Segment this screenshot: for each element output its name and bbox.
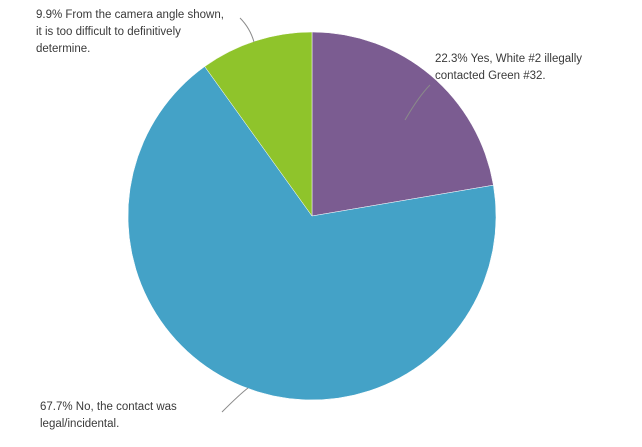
slice-label-undetermined-line-2: it is too difficult to definitively [36,26,181,38]
pie-slices [127,31,497,401]
pie-slice-undetermined [204,31,313,217]
slice-label-yes-line-1: 22.3% Yes, White #2 illegally [435,53,582,65]
leader-line-undetermined [239,17,255,43]
leader-line-yes [404,84,431,121]
pie-slice-yes [311,31,494,217]
slice-label-no: 67.7% No, the contact was legal/incident… [40,387,249,430]
slice-label-undetermined-text: 9.9% From the camera angle shown, it is … [36,9,227,55]
slice-label-yes: 22.3% Yes, White #2 illegally contacted … [404,53,585,121]
slice-label-yes-line-2: contacted Green #32. [435,70,546,82]
slice-label-undetermined-line-3: determine. [36,43,90,55]
slice-label-undetermined: 9.9% From the camera angle shown, it is … [36,9,255,55]
slice-label-undetermined-line-1: 9.9% From the camera angle shown, [36,9,224,21]
slice-label-no-line-1: 67.7% No, the contact was [40,401,177,413]
pie-slice-no [127,66,497,401]
slice-label-yes-text: 22.3% Yes, White #2 illegally contacted … [435,53,585,82]
leader-line-no [221,387,249,413]
slice-label-no-text: 67.7% No, the contact was legal/incident… [40,401,180,430]
slice-label-no-line-2: legal/incidental. [40,418,119,430]
